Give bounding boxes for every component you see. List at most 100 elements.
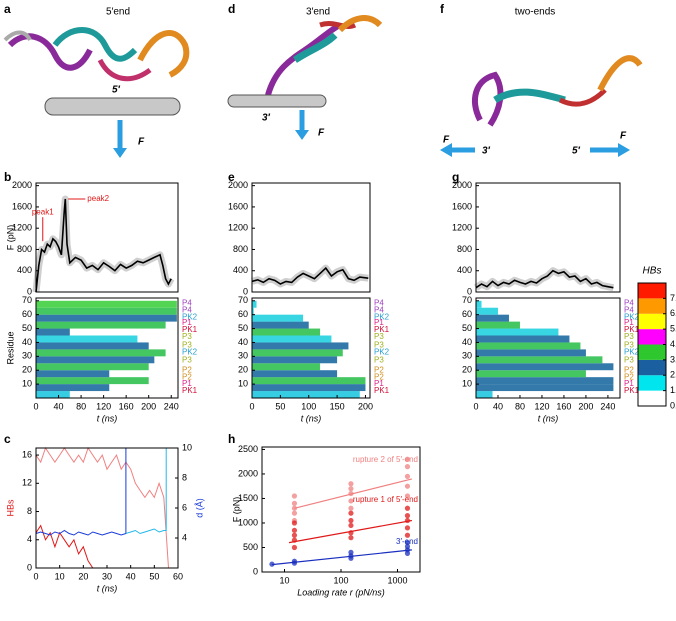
- line: [35, 446, 169, 569]
- y-tick-label: 1200: [12, 223, 32, 233]
- y-axis-label: HBs: [5, 499, 15, 517]
- y-tick-label: 40: [462, 337, 472, 347]
- y-tick-label: 400: [457, 265, 472, 275]
- y-tick-label: 0: [253, 566, 258, 576]
- x-tick-label: 160: [119, 401, 134, 411]
- point: [291, 527, 298, 533]
- structure-label: P4: [624, 299, 634, 308]
- hbond-band: [36, 328, 70, 336]
- hbond-band: [36, 356, 155, 364]
- y-tick-label: 50: [22, 323, 32, 333]
- y-tick-label: 10: [238, 378, 248, 388]
- x-tick-label: 80: [76, 401, 86, 411]
- point: [291, 520, 298, 526]
- structure-label: PK2: [374, 313, 390, 322]
- x-tick-label: 1000: [387, 575, 407, 585]
- y-tick-label: 2000: [228, 180, 248, 190]
- plot-frame: [475, 182, 621, 293]
- point: [348, 510, 354, 516]
- point: [348, 522, 354, 529]
- structure-label: P2: [182, 365, 192, 374]
- hbond-band: [252, 321, 309, 329]
- structure-label: P4: [374, 299, 384, 308]
- fit-line: [294, 478, 413, 509]
- y-tick-label: 500: [243, 542, 258, 552]
- x-tick-label: 40: [126, 571, 136, 581]
- fit-line: [271, 549, 412, 566]
- color-band: [638, 344, 666, 360]
- hbond-band: [252, 307, 254, 315]
- y-tick-label: 2500: [238, 444, 258, 454]
- structure-label: P2: [374, 372, 384, 381]
- hbond-band: [36, 342, 149, 350]
- x-tick-label: 0: [33, 571, 38, 581]
- hbond-band: [252, 300, 257, 308]
- y-tick-label: 70: [22, 295, 32, 305]
- structure-label: P3: [374, 356, 384, 365]
- color-band: [638, 375, 666, 391]
- x-tick-label: 20: [78, 571, 88, 581]
- color-band: [638, 298, 666, 314]
- series-label: rupture 1 of 5′-end: [353, 495, 418, 504]
- line: [35, 524, 94, 569]
- plot-frame: [35, 447, 179, 569]
- point: [348, 505, 354, 511]
- hbond-band: [476, 342, 581, 350]
- y-tick-label: 4: [182, 532, 187, 542]
- point: [348, 517, 354, 524]
- force-label: F: [318, 128, 325, 139]
- x-tick-label: 30: [102, 571, 112, 581]
- hbond-band: [476, 370, 586, 378]
- structure-label: PK1: [624, 325, 640, 334]
- point: [404, 473, 411, 480]
- structure-label: P1: [374, 379, 384, 388]
- hbond-band: [252, 391, 360, 398]
- plot-frame: [251, 297, 371, 399]
- x-tick-label: 160: [556, 401, 571, 411]
- structure-label: P1: [624, 318, 634, 327]
- hbond-band: [36, 300, 177, 308]
- y-tick-label: 1.000: [670, 385, 676, 395]
- y-tick-label: 1600: [228, 201, 248, 211]
- color-band: [638, 313, 666, 330]
- structure-label: P2: [374, 365, 384, 374]
- panel-label: a: [4, 2, 11, 16]
- structure-label: P3: [374, 332, 384, 341]
- hbond-band: [36, 363, 149, 371]
- annotation: peak2: [87, 194, 109, 203]
- y-tick-label: 50: [462, 323, 472, 333]
- y-tick-label: 1500: [238, 493, 258, 503]
- panel-label: g: [452, 170, 459, 184]
- y-tick-label: 7.000: [670, 293, 676, 303]
- hbond-band: [476, 300, 482, 308]
- hbond-band: [476, 384, 614, 392]
- structure-label: P4: [182, 306, 192, 315]
- point: [291, 493, 298, 499]
- hbond-band: [252, 342, 349, 350]
- y-tick-label: 8: [182, 472, 187, 482]
- end-label: 5′: [572, 146, 581, 157]
- line: [125, 448, 167, 535]
- hbond-band: [252, 349, 343, 357]
- y-tick-label: 400: [233, 265, 248, 275]
- hbond-band: [476, 391, 493, 398]
- x-tick-label: 0: [473, 401, 478, 411]
- point: [348, 498, 354, 504]
- structure-label: PK2: [182, 313, 198, 322]
- structure-label: PK2: [182, 347, 198, 356]
- y-tick-label: 800: [457, 244, 472, 254]
- hbond-band: [476, 335, 570, 343]
- structure-label: P1: [182, 318, 192, 327]
- x-tick-label: 40: [493, 401, 503, 411]
- x-tick-label: 0: [249, 401, 254, 411]
- y-tick-label: 400: [17, 265, 32, 275]
- hbond-band: [252, 314, 304, 322]
- hbond-band: [36, 370, 110, 378]
- structure-label: P3: [624, 340, 634, 349]
- panel-label: f: [440, 2, 445, 16]
- structure-label: PK1: [624, 386, 640, 395]
- y-tick-label: 60: [22, 309, 32, 319]
- x-tick-label: 50: [275, 401, 285, 411]
- x-tick-label: 150: [330, 401, 345, 411]
- point: [404, 513, 411, 519]
